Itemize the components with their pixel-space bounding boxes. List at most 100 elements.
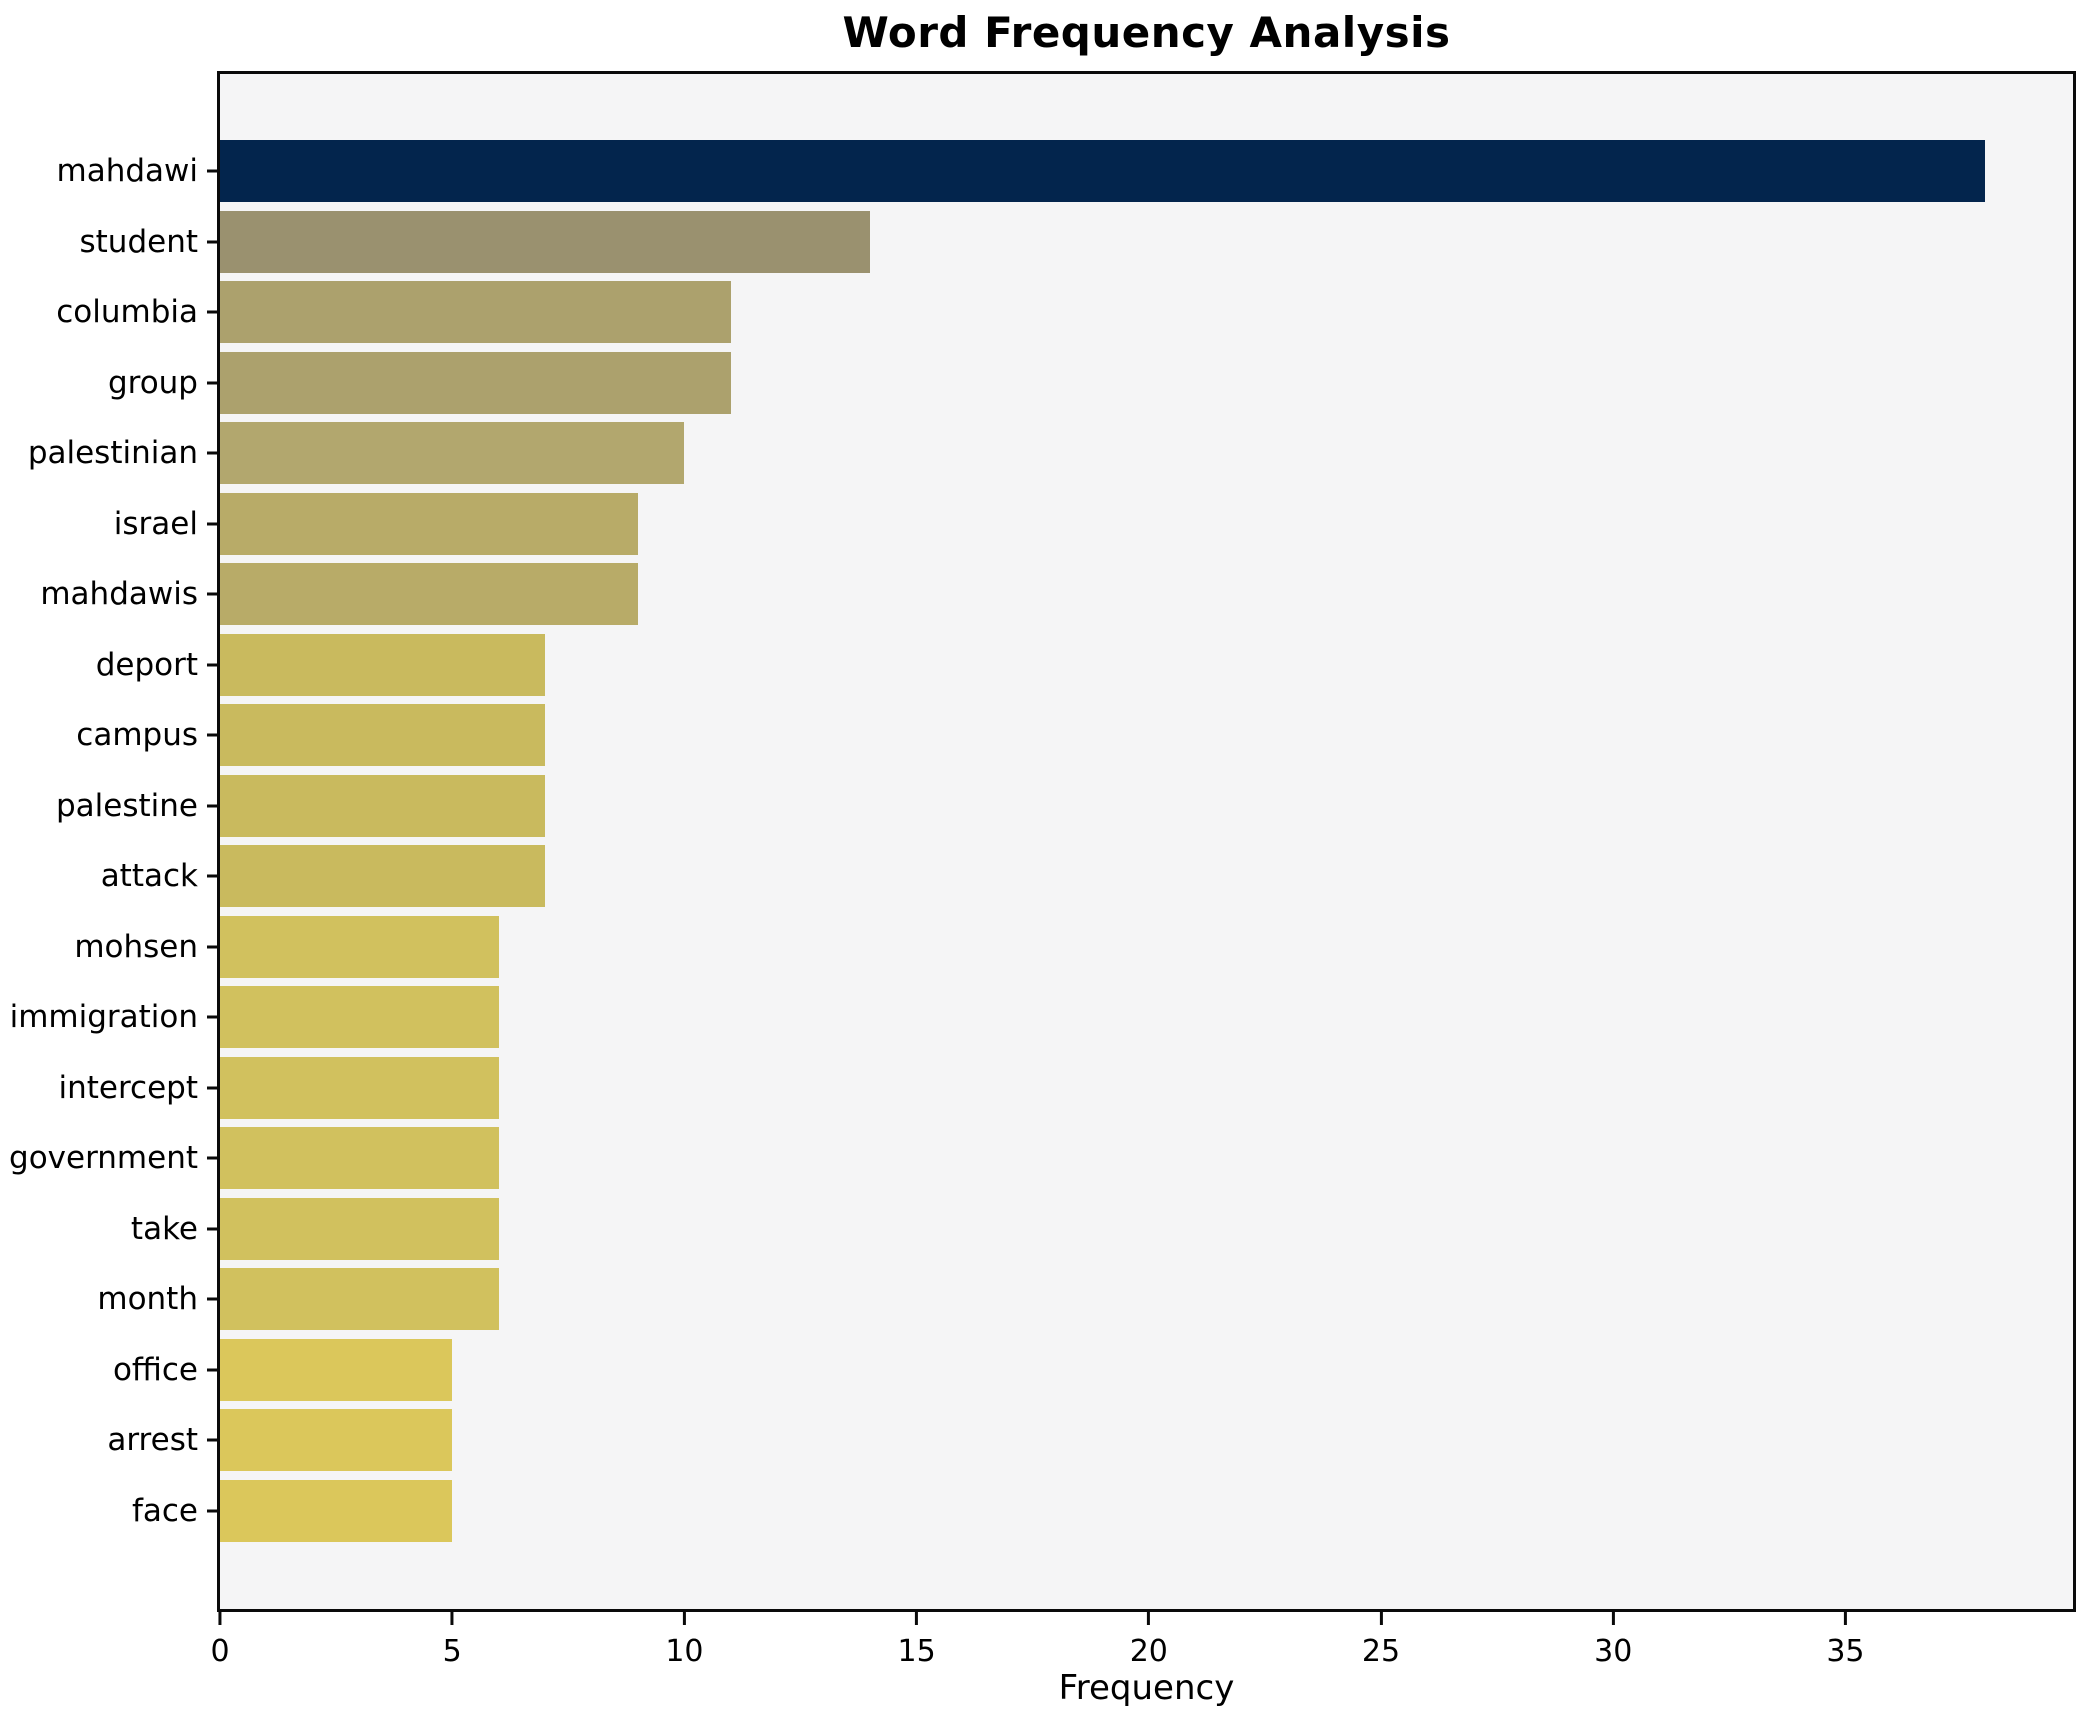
frequency-bar [220, 492, 638, 555]
y-tick-mark [207, 663, 220, 667]
frequency-bar [220, 774, 546, 837]
x-tick: 10 [665, 1612, 704, 1669]
x-tick: 0 [210, 1612, 230, 1669]
frequency-bar [220, 704, 546, 766]
x-tick-mark [1147, 1612, 1151, 1625]
y-tick-mark [207, 1368, 220, 1372]
category-label: deport [95, 646, 198, 683]
x-tick-mark [682, 1612, 686, 1625]
frequency-bar [220, 1479, 453, 1542]
frequency-bar [220, 563, 638, 625]
x-axis: 0 5 10 15 20 25 30 35 [210, 1612, 2073, 1702]
bar-row: deport [96, 630, 2073, 701]
x-tick: 35 [1826, 1612, 1865, 1669]
category-label: immigration [9, 999, 198, 1036]
bar-row: student [79, 207, 2073, 278]
category-label: government [9, 1140, 198, 1177]
category-label: intercept [58, 1069, 199, 1106]
bar-row: month [97, 1264, 2073, 1335]
x-tick-label: 10 [665, 1634, 704, 1669]
frequency-bar [220, 1127, 499, 1189]
category-label: month [97, 1281, 198, 1318]
x-tick-mark [1611, 1612, 1615, 1625]
frequency-bar [220, 845, 546, 907]
x-tick-label: 25 [1361, 1634, 1401, 1669]
y-tick-mark [207, 451, 220, 455]
bar-row: group [108, 348, 2073, 419]
frequency-bar [220, 986, 499, 1048]
category-label: student [79, 223, 198, 260]
frequency-bar [220, 1197, 499, 1260]
chart-title: Word Frequency Analysis [842, 8, 1451, 57]
y-tick-mark [207, 733, 220, 737]
category-label: mahdawi [56, 153, 198, 190]
category-label: group [107, 364, 198, 401]
x-tick-mark [915, 1612, 919, 1625]
x-tick-label: 5 [442, 1634, 462, 1669]
y-tick-mark [207, 1438, 220, 1442]
bars-container: mahdawi student columbia group palestinian is… [9, 74, 2073, 1609]
y-tick-mark [207, 874, 220, 878]
category-label: take [130, 1210, 198, 1247]
category-label: face [131, 1492, 198, 1529]
frequency-bar [220, 633, 546, 696]
y-tick-mark [207, 1086, 220, 1090]
x-tick-label: 20 [1129, 1634, 1168, 1669]
x-tick-label: 35 [1826, 1634, 1865, 1669]
bar-row: take [131, 1194, 2073, 1265]
frequency-bar [220, 1056, 499, 1119]
bar-row: columbia [56, 277, 2073, 348]
category-label: columbia [56, 294, 198, 331]
frequency-bar [220, 1338, 453, 1401]
y-tick-mark [207, 1227, 220, 1231]
frequency-bar [220, 915, 499, 978]
x-tick: 15 [898, 1612, 936, 1669]
category-label: israel [113, 505, 198, 542]
bar-row: palestine [56, 771, 2073, 842]
bar-row: mohsen [74, 912, 2073, 983]
x-tick-mark [218, 1612, 222, 1625]
y-tick-mark [207, 804, 220, 808]
frequency-bar [220, 1409, 453, 1471]
bar-row: intercept [59, 1053, 2073, 1124]
frequency-bar [220, 140, 1985, 202]
y-tick-mark [207, 310, 220, 314]
bar-row: campus [76, 700, 2073, 771]
bar-row: israel [114, 489, 2073, 560]
frequency-bar [220, 351, 731, 414]
bar-row: arrest [107, 1405, 2073, 1476]
x-tick-label: 0 [210, 1634, 230, 1669]
y-tick-mark [207, 945, 220, 949]
x-tick-label: 15 [897, 1634, 936, 1669]
bar-row: government [9, 1123, 2073, 1194]
frequency-bar [220, 210, 871, 273]
frequency-bar [220, 281, 731, 343]
category-label: palestine [56, 787, 198, 824]
x-tick-mark [450, 1612, 454, 1625]
bar-row: face [132, 1476, 2073, 1547]
y-tick-mark [207, 1297, 220, 1301]
category-label: campus [76, 717, 198, 754]
bar-row: palestinian [28, 418, 2073, 489]
bar-row: office [113, 1335, 2073, 1406]
y-tick-mark [207, 592, 220, 596]
bar-row: mahdawi [57, 136, 2073, 207]
frequency-bar [220, 422, 685, 484]
x-tick: 25 [1362, 1612, 1400, 1669]
x-tick-label: 30 [1594, 1634, 1633, 1669]
category-label: mahdawis [40, 576, 198, 613]
category-label: arrest [107, 1422, 198, 1459]
x-tick-mark [1379, 1612, 1383, 1625]
y-tick-mark [207, 381, 220, 385]
y-tick-mark [207, 1015, 220, 1019]
plot-area: mahdawi student columbia group palestinian is… [9, 71, 2076, 1612]
y-tick-mark [207, 169, 220, 173]
x-tick-mark [1843, 1612, 1847, 1625]
bar-row: attack [101, 841, 2073, 912]
category-label: attack [100, 858, 198, 895]
y-tick-mark [207, 1156, 220, 1160]
x-tick: 5 [443, 1612, 462, 1669]
y-tick-mark [207, 240, 220, 244]
bar-row: mahdawis [40, 559, 2073, 630]
